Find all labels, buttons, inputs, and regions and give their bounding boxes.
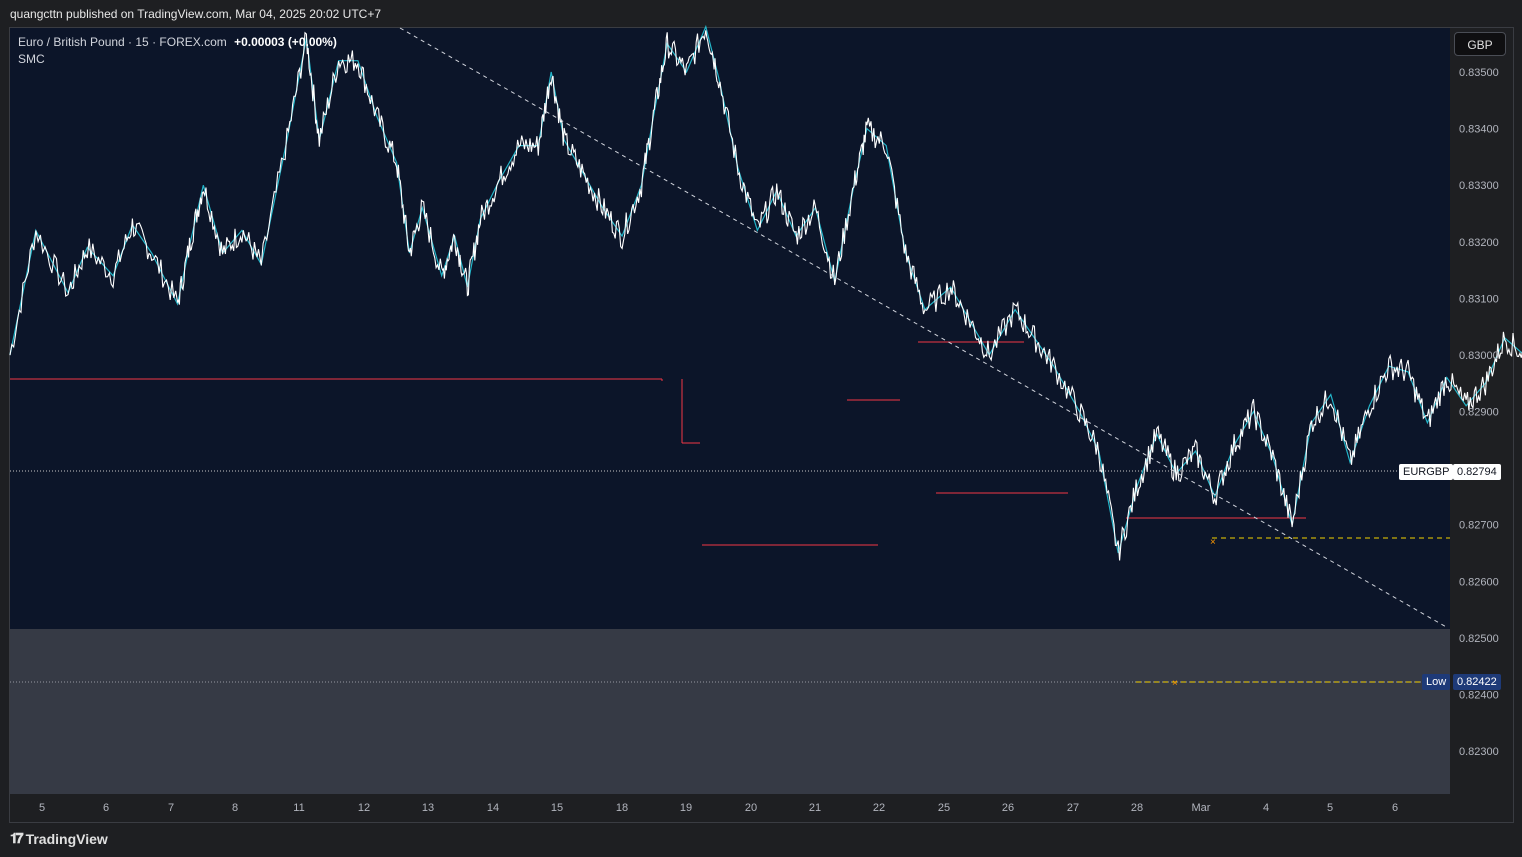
x-tick-label: Mar: [1192, 802, 1211, 814]
x-tick-label: 22: [873, 802, 885, 814]
y-tick-label: 0.82300: [1459, 746, 1499, 758]
cross-marker: ×: [1172, 678, 1178, 689]
descending-trendline: [399, 27, 1449, 629]
x-tick-label: 13: [422, 802, 434, 814]
x-tick-label: 12: [358, 802, 370, 814]
y-tick-label: 0.83500: [1459, 67, 1499, 79]
cross-marker: ×: [1210, 537, 1216, 548]
y-tick-label: 0.82700: [1459, 520, 1499, 532]
y-axis-background: [1450, 28, 1512, 821]
low-price-tag: 0.82422: [1453, 674, 1501, 690]
zigzag-line: [9, 24, 1522, 554]
y-tick-label: 0.83100: [1459, 293, 1499, 305]
y-tick-label: 0.83200: [1459, 237, 1499, 249]
y-tick-label: 0.82900: [1459, 407, 1499, 419]
y-tick-label: 0.83400: [1459, 124, 1499, 136]
symbol-legend[interactable]: Euro / British Pound · 15 · FOREX.com +0…: [18, 35, 337, 49]
symbol-title: Euro / British Pound · 15 · FOREX.com: [18, 35, 227, 49]
y-tick-label: 0.83000: [1459, 350, 1499, 362]
x-tick-label: 15: [551, 802, 563, 814]
x-axis-background: [10, 794, 1450, 821]
market-structure-lines: [10, 341, 1306, 546]
x-tick-label: 7: [168, 802, 174, 814]
x-tick-label: 11: [293, 802, 304, 814]
zigzag-swings: [9, 24, 1522, 554]
publish-info: quangcttn published on TradingView.com, …: [10, 7, 382, 21]
last-price-tag: 0.82794: [1453, 464, 1501, 480]
y-tick-label: 0.82600: [1459, 576, 1499, 588]
x-tick-label: 21: [809, 802, 821, 814]
y-tick-label: 0.82400: [1459, 689, 1499, 701]
x-tick-label: 28: [1131, 802, 1143, 814]
low-label-tag: Low: [1422, 674, 1451, 690]
x-tick-label: 26: [1002, 802, 1014, 814]
y-axis-ticks: 0.83500 0.83400 0.83300 0.83200 0.83100 0.830…: [1459, 67, 1499, 758]
y-tick-label: 0.83300: [1459, 180, 1499, 192]
overlay-lines: ××: [10, 27, 1450, 689]
indicator-legend[interactable]: SMC: [18, 52, 45, 66]
x-tick-label: 20: [745, 802, 757, 814]
tradingview-logo[interactable]: 𝟏𝟕 TradingView: [10, 830, 108, 847]
price-series: [9, 30, 1522, 561]
x-tick-label: 25: [938, 802, 950, 814]
demand-zone: [10, 629, 1450, 794]
price-line: [9, 30, 1522, 561]
x-tick-label: 4: [1263, 802, 1269, 814]
x-axis-ticks: 5 6 7 8 11 12 13 14 15 18 19 20 21 22 25 26 27 28 Mar 4 5 6: [39, 802, 1398, 814]
x-tick-label: 5: [39, 802, 45, 814]
x-tick-label: 6: [1392, 802, 1398, 814]
x-tick-label: 27: [1067, 802, 1079, 814]
symbol-tag: EURGBP: [1399, 464, 1454, 480]
x-tick-label: 14: [487, 802, 499, 814]
x-tick-label: 8: [232, 802, 238, 814]
x-tick-label: 18: [616, 802, 628, 814]
y-tick-label: 0.82500: [1459, 633, 1499, 645]
price-change: +0.00003 (+0.00%): [234, 35, 337, 49]
x-tick-label: 5: [1327, 802, 1333, 814]
tradingview-logo-icon: 𝟏𝟕: [10, 830, 24, 846]
currency-button[interactable]: GBP: [1454, 32, 1506, 56]
tradingview-brand: TradingView: [25, 830, 108, 847]
x-tick-label: 19: [680, 802, 692, 814]
x-tick-label: 6: [103, 802, 109, 814]
